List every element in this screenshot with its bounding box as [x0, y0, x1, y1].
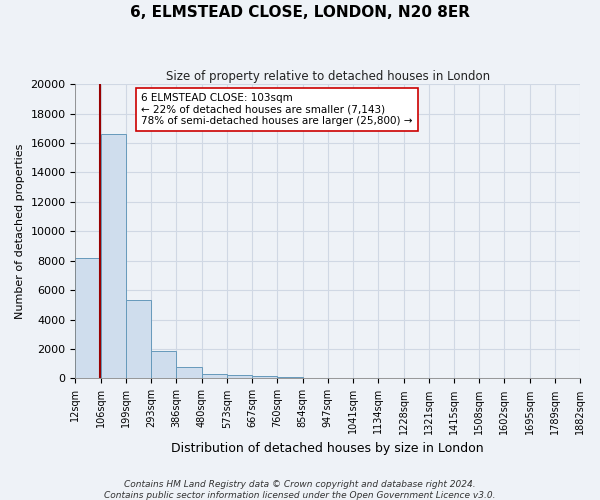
Bar [126, 300, 151, 378]
Bar [76, 258, 101, 378]
Bar [227, 375, 252, 378]
Bar [277, 376, 302, 378]
Bar [151, 351, 176, 378]
Y-axis label: Number of detached properties: Number of detached properties [15, 144, 25, 319]
X-axis label: Distribution of detached houses by size in London: Distribution of detached houses by size … [172, 442, 484, 455]
Title: Size of property relative to detached houses in London: Size of property relative to detached ho… [166, 70, 490, 83]
Bar [252, 376, 277, 378]
Text: 6, ELMSTEAD CLOSE, LONDON, N20 8ER: 6, ELMSTEAD CLOSE, LONDON, N20 8ER [130, 5, 470, 20]
Bar [101, 134, 126, 378]
Bar [202, 374, 227, 378]
Bar [176, 368, 202, 378]
Text: 6 ELMSTEAD CLOSE: 103sqm
← 22% of detached houses are smaller (7,143)
78% of sem: 6 ELMSTEAD CLOSE: 103sqm ← 22% of detach… [141, 93, 413, 126]
Text: Contains HM Land Registry data © Crown copyright and database right 2024.
Contai: Contains HM Land Registry data © Crown c… [104, 480, 496, 500]
